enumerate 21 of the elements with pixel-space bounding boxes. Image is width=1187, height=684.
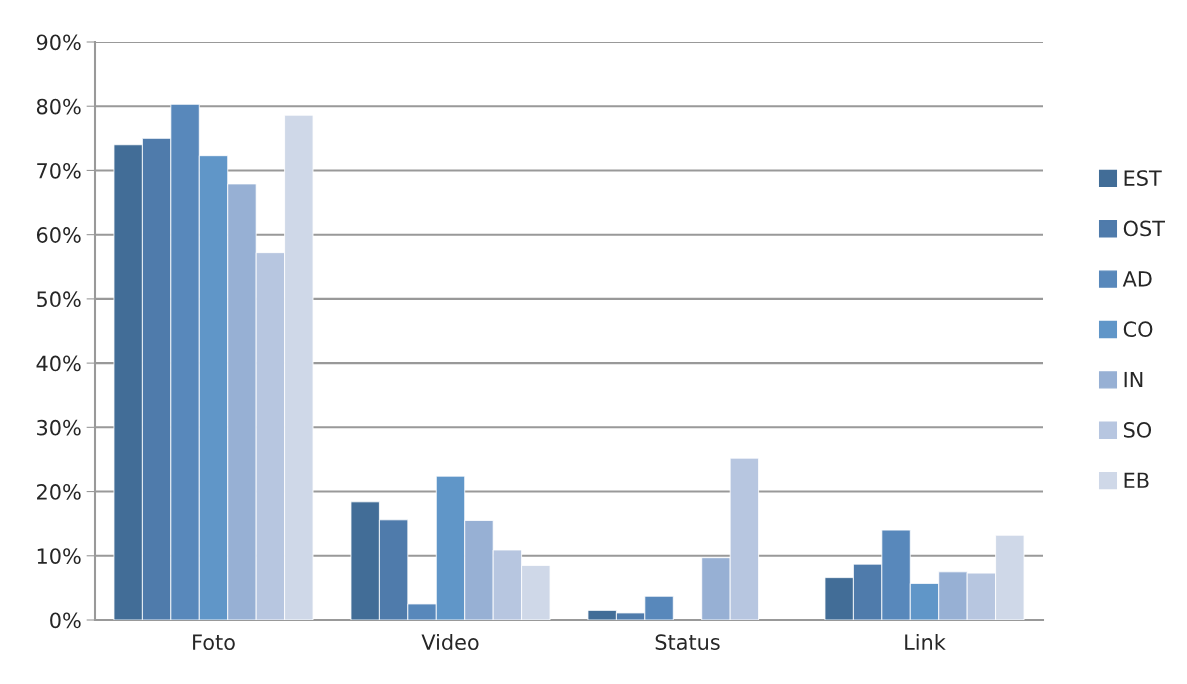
legend-label: CO [1123, 321, 1153, 338]
y-tick-label: 30% [37, 419, 81, 436]
x-tick-label: Video [421, 633, 479, 651]
y-tick-label: 0% [50, 612, 81, 629]
legend-label: SO [1123, 422, 1152, 438]
y-tick-label: 50% [37, 291, 81, 308]
y-tick-label: 80% [36, 98, 81, 115]
y-tick-label: 60% [36, 227, 81, 243]
y-tick-label: 70% [37, 162, 81, 179]
legend-label: EST [1124, 170, 1162, 186]
legend-label: IN [1124, 371, 1143, 388]
legend-label: AD [1122, 271, 1152, 287]
y-tick-label: 90% [36, 34, 81, 51]
x-tick-label: Foto [193, 634, 235, 651]
x-tick-label: Status [655, 634, 720, 651]
legend-label: OST [1123, 220, 1165, 237]
y-tick-label: 40% [36, 355, 81, 372]
y-tick-label: 10% [37, 548, 81, 564]
x-tick-label: Link [905, 633, 946, 650]
legend-label: EB [1124, 472, 1149, 488]
y-tick-label: 20% [37, 484, 81, 500]
